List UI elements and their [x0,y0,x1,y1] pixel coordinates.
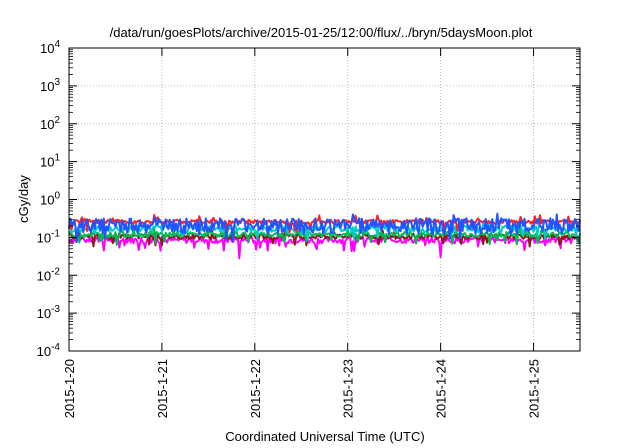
chart-title: /data/run/goesPlots/archive/2015-01-25/1… [110,25,533,40]
x-tick-label: 2015-1-24 [434,359,449,418]
x-tick-label: 2015-1-23 [341,359,356,418]
y-tick-label: 10-1 [37,228,61,245]
y-tick-label: 100 [40,191,60,208]
y-tick-label: 10-2 [37,266,61,283]
y-tick-label: 10-3 [37,304,61,321]
y-tick-label: 101 [40,153,60,170]
y-tick-label: 103 [40,77,60,94]
x-tick-label: 2015-1-22 [248,359,263,418]
y-tick-label: 102 [40,115,60,132]
y-axis-label: cGy/day [16,175,31,223]
series-line-6 [68,212,581,243]
axis-ticks: 10-4 10-3 10-2 10-1 100 101 102 103 104 2015-1-20… [37,39,580,418]
x-tick-label: 2015-1-21 [155,359,170,418]
y-tick-label: 104 [40,39,60,56]
x-axis-label: Coordinated Universal Time (UTC) [225,429,424,444]
x-tick-label: 2015-1-20 [62,359,77,418]
series-line-5 [68,214,580,233]
y-tick-label: 10-4 [37,342,61,359]
series-line-3 [68,226,581,246]
x-tick-label: 2015-1-25 [527,359,542,418]
series-group [68,212,581,260]
